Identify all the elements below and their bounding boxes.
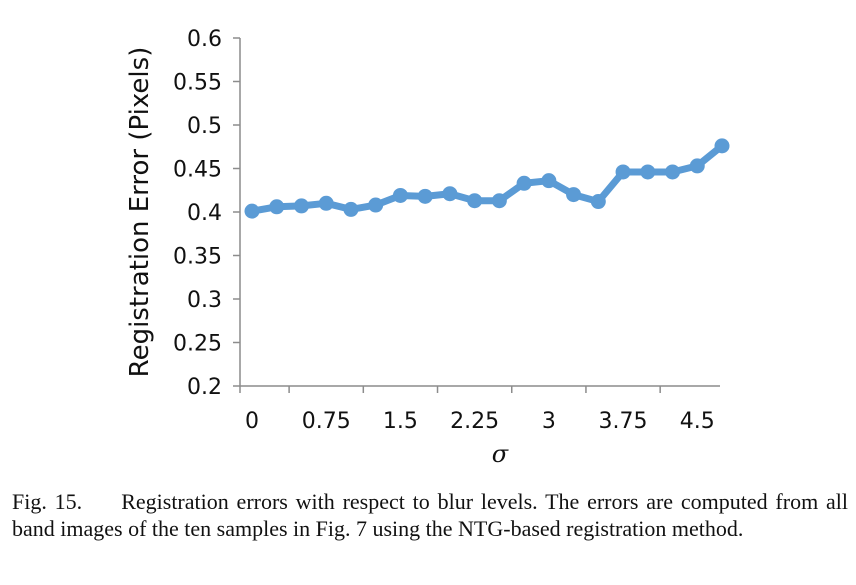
line-chart: 0.6 0.55 0.5 0.45 0.4 0.35 0.3 0.25 0.2 0 0.75 1.5… xyxy=(125,27,730,468)
data-point xyxy=(343,201,359,217)
data-point xyxy=(244,203,260,219)
caption-label: Fig. 15. xyxy=(12,489,83,514)
y-tick-label: 0.2 xyxy=(187,375,222,400)
x-tick-label: 1.5 xyxy=(383,409,418,434)
x-tick-label: 2.25 xyxy=(450,409,499,434)
y-tick-label: 0.5 xyxy=(187,114,222,139)
data-point xyxy=(689,158,705,174)
x-tick-label: 0.75 xyxy=(302,409,351,434)
y-axis-title: Registration Error (Pixels) xyxy=(125,47,155,378)
data-point xyxy=(442,186,458,202)
y-tick-labels: 0.6 0.55 0.5 0.45 0.4 0.35 0.3 0.25 0.2 xyxy=(173,27,240,400)
figure-caption: Fig. 15. Registration errors with respec… xyxy=(12,488,848,542)
chart-axes xyxy=(239,38,720,387)
chart-series xyxy=(244,138,730,219)
y-tick-label: 0.6 xyxy=(187,27,222,52)
y-tick-label: 0.4 xyxy=(187,201,222,226)
x-axis-title: σ xyxy=(492,440,509,468)
x-tick-label: 3 xyxy=(542,409,556,434)
data-point xyxy=(368,197,384,213)
data-point xyxy=(293,198,309,214)
data-point xyxy=(392,187,408,203)
y-tick-label: 0.3 xyxy=(187,288,222,313)
data-point xyxy=(467,193,483,209)
data-point xyxy=(714,138,730,154)
data-point xyxy=(615,164,631,180)
data-point xyxy=(491,193,507,209)
data-point xyxy=(665,164,681,180)
data-point xyxy=(541,173,557,189)
data-point xyxy=(566,187,582,203)
data-point xyxy=(516,175,532,191)
x-tick-label: 3.75 xyxy=(599,409,648,434)
y-tick-label: 0.45 xyxy=(173,158,222,183)
caption-text: Registration errors with respect to blur… xyxy=(12,489,848,541)
y-tick-label: 0.25 xyxy=(173,332,222,357)
y-tick-label: 0.55 xyxy=(173,71,222,96)
data-point xyxy=(417,188,433,204)
x-tick-label: 0 xyxy=(245,409,259,434)
x-tick-label: 4.5 xyxy=(680,409,715,434)
data-point xyxy=(269,199,285,215)
y-tick-label: 0.35 xyxy=(173,245,222,270)
x-tick-labels: 0 0.75 1.5 2.25 3 3.75 4.5 xyxy=(239,386,715,434)
data-point xyxy=(640,164,656,180)
data-point xyxy=(590,194,606,210)
data-point xyxy=(318,195,334,211)
